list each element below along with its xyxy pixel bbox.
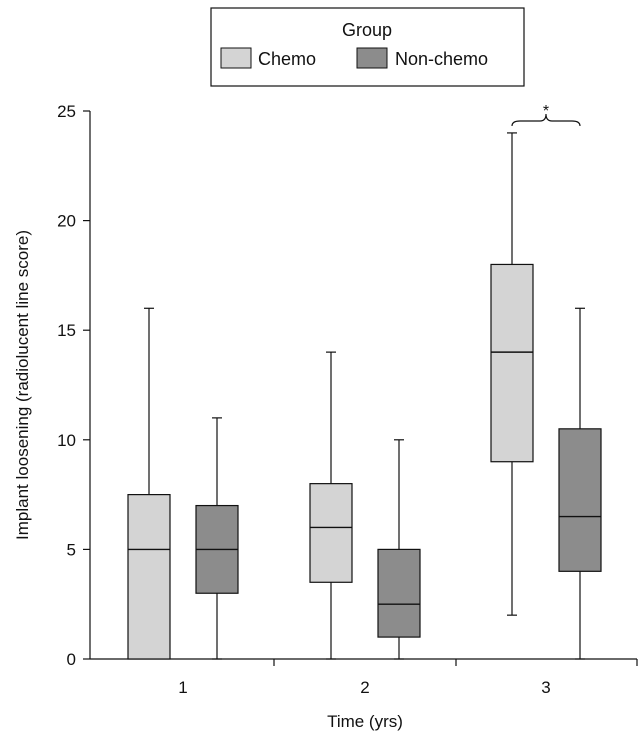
significance-asterisk: * — [543, 103, 549, 120]
x-tick-label-3: 3 — [541, 678, 550, 697]
y-tick-label-0: 0 — [67, 650, 76, 669]
y-tick-label-5: 5 — [67, 540, 76, 559]
legend-label-non-chemo: Non-chemo — [395, 49, 488, 69]
significance-annotation: * — [511, 103, 581, 127]
y-tick-label-25: 25 — [57, 102, 76, 121]
box-non-chemo-3 — [558, 307, 602, 660]
box-chemo-2 — [309, 351, 353, 660]
box-iqr — [127, 494, 171, 660]
legend-title: Group — [342, 20, 392, 40]
x-axis-title: Time (yrs) — [327, 712, 403, 731]
legend: Group Chemo Non-chemo — [210, 7, 525, 87]
axes — [83, 110, 638, 666]
significance-brace — [511, 113, 581, 127]
legend-swatch-chemo — [220, 47, 252, 69]
y-tick-label-10: 10 — [57, 431, 76, 450]
legend-swatch-non-chemo — [356, 47, 388, 69]
x-tick-label-2: 2 — [360, 678, 369, 697]
legend-label-chemo: Chemo — [258, 49, 316, 69]
box-chemo-1 — [127, 307, 171, 660]
y-tick-label-20: 20 — [57, 212, 76, 231]
x-tick-label-1: 1 — [178, 678, 187, 697]
box-non-chemo-1 — [195, 417, 239, 660]
box-plot-series — [127, 132, 602, 660]
box-iqr — [558, 428, 602, 572]
box-iqr — [490, 263, 534, 463]
legend-frame — [210, 7, 525, 87]
box-non-chemo-2 — [377, 439, 421, 660]
box-iqr — [309, 483, 353, 583]
tick-labels: 0 5 10 15 20 25 1 2 3 — [57, 102, 551, 697]
box-chemo-3 — [490, 132, 534, 616]
box-iqr — [377, 548, 421, 638]
y-axis-title: Implant loosening (radiolucent line scor… — [13, 230, 32, 540]
y-tick-label-15: 15 — [57, 321, 76, 340]
